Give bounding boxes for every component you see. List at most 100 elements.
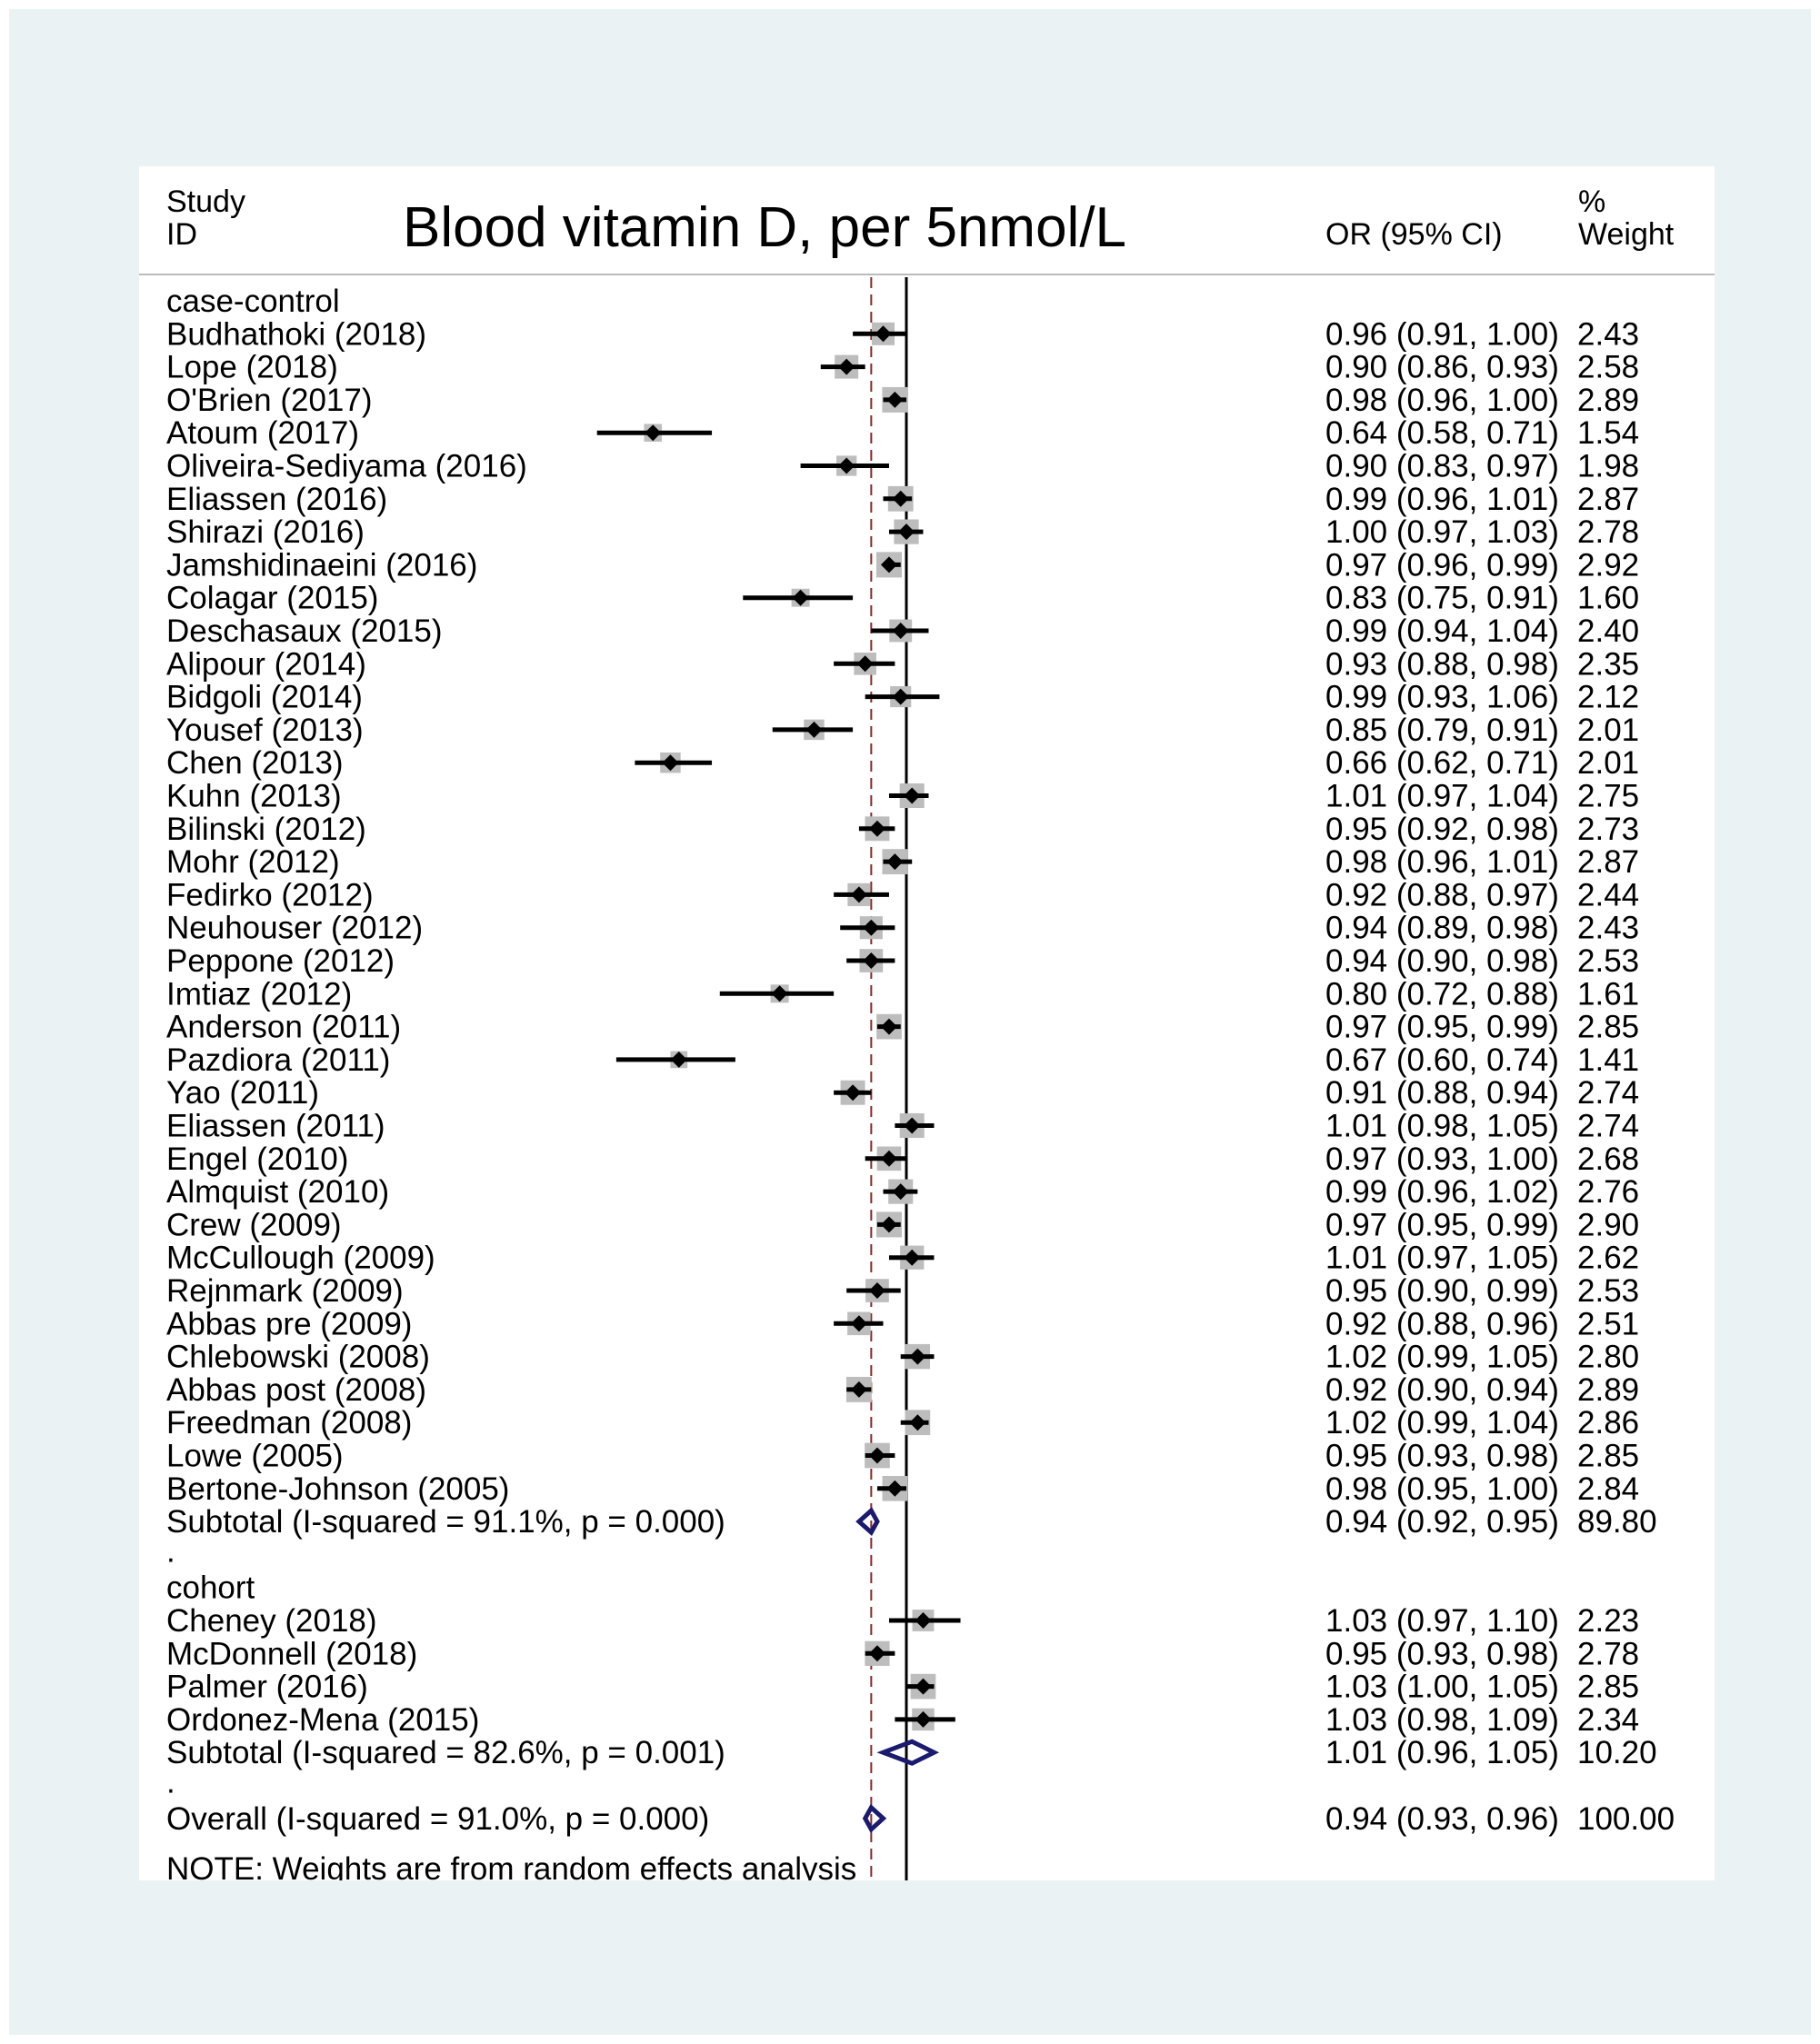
subtotal-estimate: 0.94 (0.92, 0.95) — [1325, 1504, 1559, 1540]
point-estimate — [645, 424, 662, 442]
point-estimate — [868, 1282, 885, 1299]
point-estimate — [904, 787, 921, 804]
point-estimate — [670, 1051, 687, 1068]
group-label: cohort — [166, 1570, 255, 1606]
study-label: Atoum (2017) — [166, 415, 359, 451]
study-weight: 2.85 — [1577, 1010, 1639, 1045]
separator: . — [166, 1533, 175, 1569]
point-estimate — [909, 1414, 926, 1431]
study-estimate: 0.99 (0.93, 1.06) — [1325, 680, 1559, 715]
study-label: Chlebowski (2008) — [166, 1340, 430, 1375]
study-estimate: 0.94 (0.89, 0.98) — [1325, 911, 1559, 946]
study-weight: 1.98 — [1577, 449, 1639, 484]
point-estimate — [838, 457, 855, 474]
study-label: Bidgoli (2014) — [166, 680, 363, 715]
study-estimate: 0.97 (0.95, 0.99) — [1325, 1010, 1559, 1045]
study-estimate: 0.64 (0.58, 0.71) — [1325, 415, 1559, 451]
study-label: McCullough (2009) — [166, 1241, 435, 1276]
study-label: Eliassen (2016) — [166, 482, 387, 517]
study-weight: 2.01 — [1577, 745, 1639, 781]
study-weight: 2.43 — [1577, 911, 1639, 946]
study-estimate: 0.90 (0.83, 0.97) — [1325, 449, 1559, 484]
study-estimate: 0.92 (0.88, 0.97) — [1325, 877, 1559, 912]
forest-marks — [596, 322, 961, 1833]
study-estimate: 0.92 (0.88, 0.96) — [1325, 1306, 1559, 1341]
point-estimate — [838, 358, 855, 375]
point-estimate — [850, 1315, 867, 1332]
study-estimate: 0.95 (0.90, 0.99) — [1325, 1273, 1559, 1309]
study-label: Neuhouser (2012) — [166, 911, 423, 946]
study-label: McDonnell (2018) — [166, 1636, 417, 1671]
study-weight: 1.61 — [1577, 976, 1639, 1012]
study-label: Shirazi (2016) — [166, 514, 365, 550]
study-weight: 2.23 — [1577, 1603, 1639, 1639]
study-label: Mohr (2012) — [166, 844, 340, 880]
study-estimate: 0.90 (0.86, 0.93) — [1325, 350, 1559, 385]
figure-background: Study ID Blood vitamin D, per 5nmol/L OR… — [9, 9, 1811, 2035]
study-label: Chen (2013) — [166, 745, 344, 781]
study-label: Rejnmark (2009) — [166, 1273, 404, 1309]
overall-weight: 100.00 — [1577, 1801, 1675, 1837]
point-estimate — [662, 754, 679, 772]
point-estimate — [850, 1381, 867, 1398]
forest-plot: Study ID Blood vitamin D, per 5nmol/L OR… — [139, 184, 1715, 1880]
point-estimate — [880, 1150, 897, 1167]
point-estimate — [863, 952, 880, 969]
study-label: Abbas post (2008) — [166, 1372, 426, 1408]
study-estimate: 1.01 (0.98, 1.05) — [1325, 1109, 1559, 1144]
point-estimate — [915, 1612, 932, 1629]
study-label: Imtiaz (2012) — [166, 976, 352, 1012]
study-label: Fedirko (2012) — [166, 877, 374, 912]
point-estimate — [915, 1710, 932, 1728]
study-estimate: 0.83 (0.75, 0.91) — [1325, 581, 1559, 616]
point-estimate — [805, 721, 823, 738]
study-estimate: 1.02 (0.99, 1.05) — [1325, 1340, 1559, 1375]
point-estimate — [909, 1348, 926, 1365]
study-estimate: 0.97 (0.93, 1.00) — [1325, 1142, 1559, 1177]
study-estimate: 0.98 (0.96, 1.01) — [1325, 844, 1559, 880]
study-weight: 2.58 — [1577, 350, 1639, 385]
study-label: Kuhn (2013) — [166, 779, 342, 814]
point-estimate — [868, 1645, 885, 1662]
study-estimate: 0.95 (0.93, 0.98) — [1325, 1636, 1559, 1671]
study-label: Peppone (2012) — [166, 943, 395, 979]
study-label: Palmer (2016) — [166, 1670, 368, 1705]
study-label: Lope (2018) — [166, 350, 338, 385]
study-estimate: 0.95 (0.93, 0.98) — [1325, 1439, 1559, 1474]
point-estimate — [868, 1447, 885, 1464]
study-weight: 2.68 — [1577, 1142, 1639, 1177]
study-weight: 2.92 — [1577, 547, 1639, 583]
study-weight: 2.87 — [1577, 482, 1639, 517]
study-estimate: 1.03 (0.98, 1.09) — [1325, 1702, 1559, 1738]
study-weight: 2.01 — [1577, 713, 1639, 748]
point-estimate — [892, 688, 909, 705]
study-estimate: 1.01 (0.97, 1.05) — [1325, 1241, 1559, 1276]
study-weight: 2.86 — [1577, 1405, 1639, 1441]
study-label: Abbas pre (2009) — [166, 1306, 412, 1341]
study-label: Anderson (2011) — [166, 1010, 401, 1045]
study-weight: 2.40 — [1577, 613, 1639, 649]
study-estimate: 1.03 (0.97, 1.10) — [1325, 1603, 1559, 1639]
point-estimate — [898, 523, 915, 541]
group-label: case-control — [166, 284, 340, 319]
study-estimate: 0.98 (0.95, 1.00) — [1325, 1471, 1559, 1507]
study-weight: 2.74 — [1577, 1109, 1639, 1144]
study-weight: 2.44 — [1577, 877, 1639, 912]
study-weight: 2.51 — [1577, 1306, 1639, 1341]
study-estimate: 0.97 (0.95, 0.99) — [1325, 1207, 1559, 1242]
study-estimate: 1.00 (0.97, 1.03) — [1325, 514, 1559, 550]
study-label: Colagar (2015) — [166, 581, 378, 616]
point-estimate — [904, 1249, 921, 1266]
study-label: Lowe (2005) — [166, 1439, 344, 1474]
study-weight: 2.85 — [1577, 1439, 1639, 1474]
header-estimate: OR (95% CI) — [1325, 217, 1503, 252]
subtotal-diamond — [876, 1739, 940, 1766]
study-estimate: 1.01 (0.97, 1.04) — [1325, 779, 1559, 814]
study-estimate: 1.03 (1.00, 1.05) — [1325, 1670, 1559, 1705]
study-estimate: 0.98 (0.96, 1.00) — [1325, 383, 1559, 418]
study-label: Engel (2010) — [166, 1142, 348, 1177]
separator: . — [166, 1765, 175, 1800]
study-label: Eliassen (2011) — [166, 1109, 385, 1144]
study-weight: 2.89 — [1577, 1372, 1639, 1408]
point-estimate — [856, 655, 874, 673]
